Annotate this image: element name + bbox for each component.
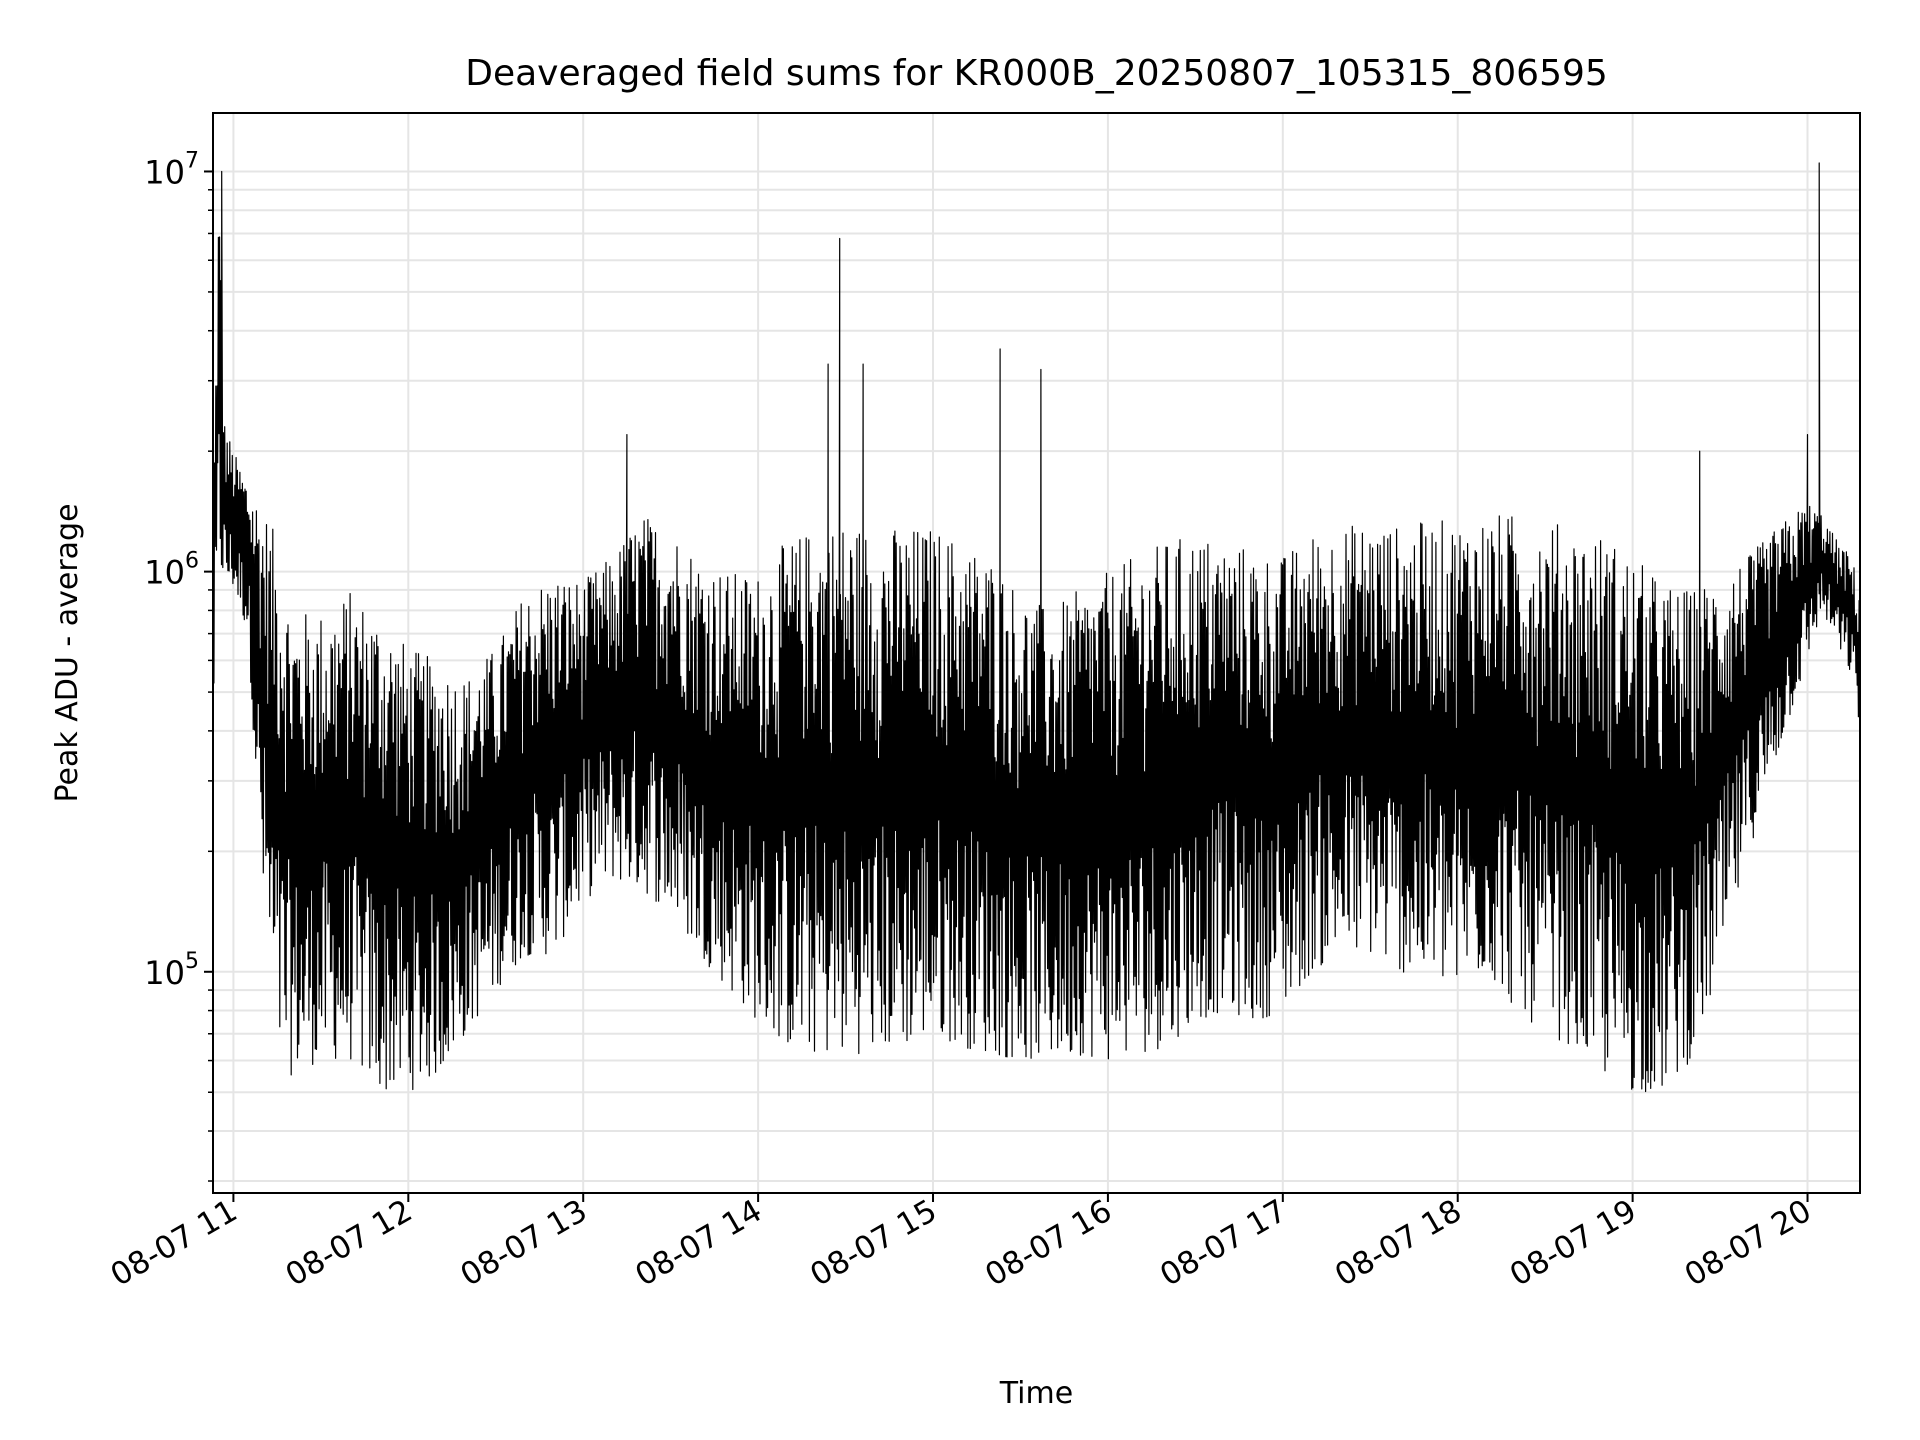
- plot-frame: [212, 112, 1861, 1194]
- y-tick-label: 107: [144, 148, 199, 191]
- x-axis-label: Time: [999, 1376, 1073, 1411]
- chart-title: Deaveraged field sums for KR000B_2025080…: [465, 53, 1608, 94]
- y-tick-label: 106: [144, 549, 199, 592]
- y-axis-label: Peak ADU - average: [50, 503, 85, 802]
- y-tick-label: 105: [144, 949, 199, 992]
- data-series-line: [213, 162, 1860, 1093]
- series-line-path: [213, 162, 1860, 1093]
